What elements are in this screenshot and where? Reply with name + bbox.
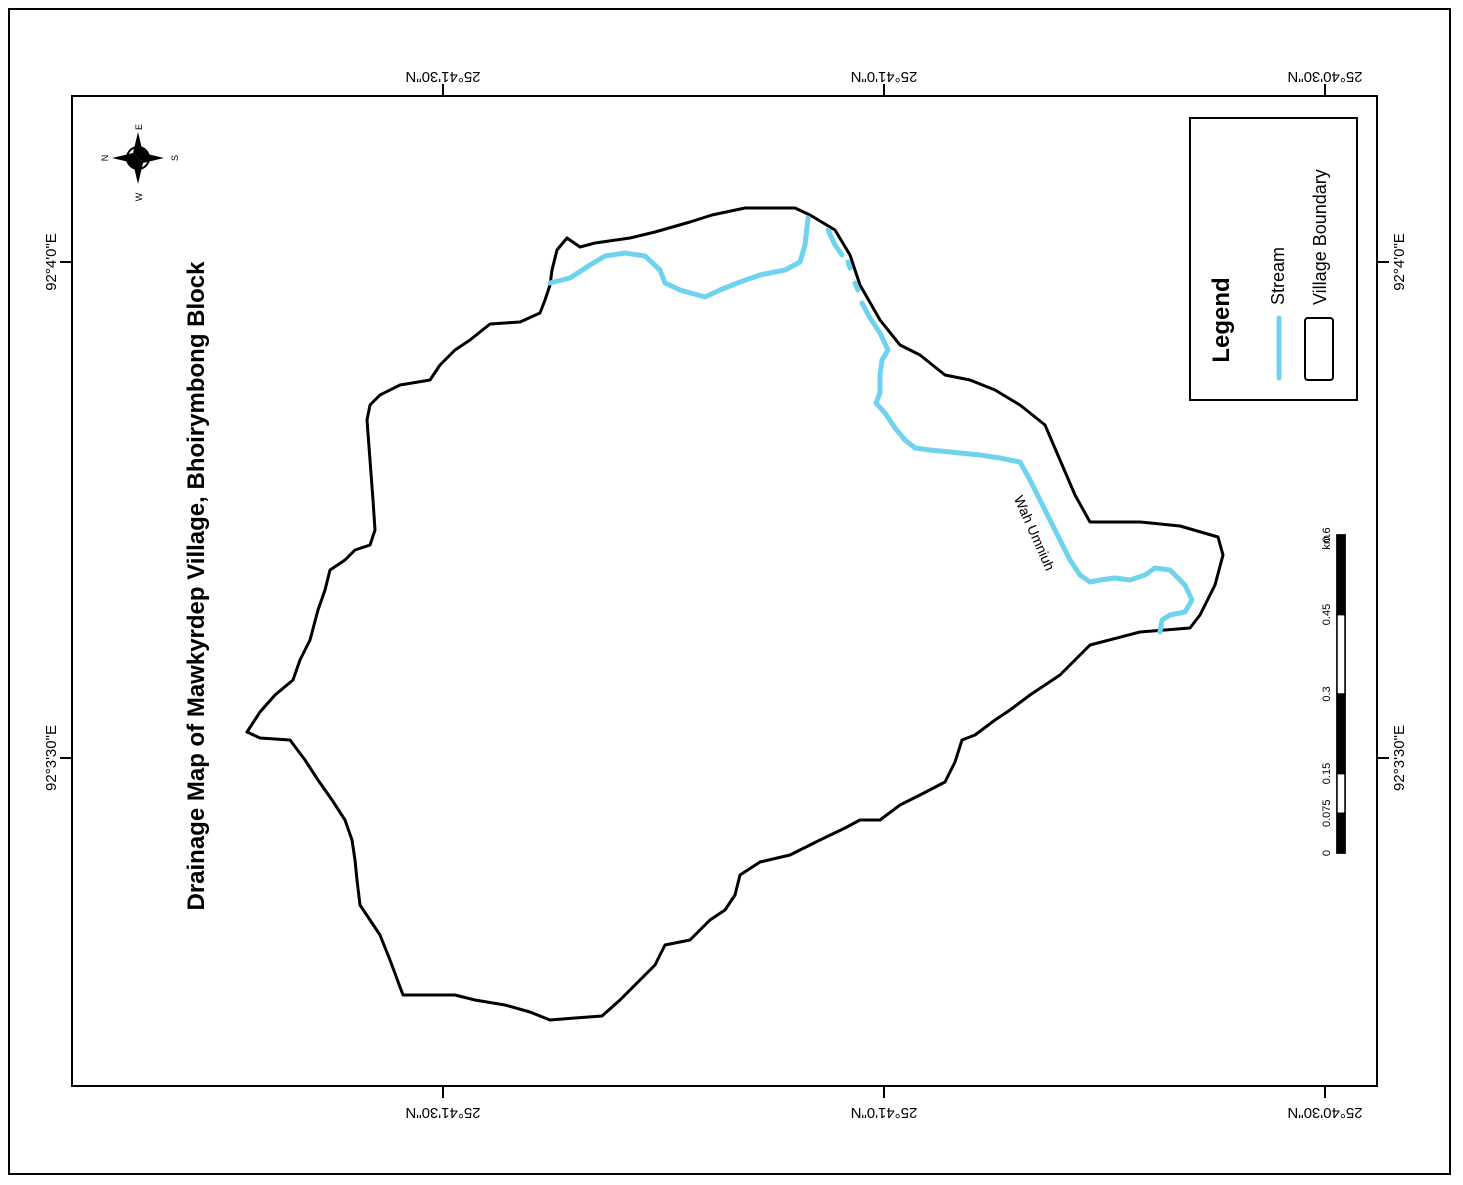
scale-bar-segment [1336,613,1346,695]
scale-bar-segment [1336,772,1346,814]
lon-label-right-1: 92°4'0"E [1391,233,1408,291]
scale-bar: 0 0.075 0.15 0.3 0.45 0.6 km [1321,527,1346,856]
scale-bar-unit: km [1321,535,1333,550]
scale-bar-tick-label: 0.15 [1321,763,1333,784]
legend-item-stream-label: Stream [1268,247,1288,305]
lon-label-left-1: 92°4'0"E [43,233,60,291]
legend-frame [1189,117,1358,401]
scale-bar-tick-label: 0.6 [1321,527,1333,542]
map-title: Drainage Map of Mawkyrdep Village, Bhoir… [183,261,210,911]
polygon-outline-icon [1304,317,1334,381]
legend-title: Legend [1208,277,1235,362]
lat-label-bottom-3: 25°40'30"N [1287,1104,1362,1121]
compass-label-e: E [134,124,144,130]
stream-name-label: Wah Umniuh [1011,493,1058,573]
latitude-labels-top: 25°41'30"N 25°41'0"N 25°40'30"N [405,68,1362,85]
map-neatline [71,95,1378,1087]
lon-label-left-2: 92°3'30"E [43,725,60,791]
outer-frame [8,8,1451,1175]
scale-bar-tick-label: 0 [1321,850,1333,856]
scale-bar-segment [1336,812,1346,854]
legend-item-boundary-label: Village Boundary [1310,169,1330,305]
north-arrow-icon: N E S W [100,124,180,201]
graticule-ticks [60,84,1389,1098]
stream-segment-north [547,215,811,300]
compass-label-n: N [100,155,110,162]
scale-bar-tick-label: 0.45 [1321,604,1333,625]
scale-bar-segment [1336,534,1346,616]
longitude-labels-left: 92°4'0"E 92°3'30"E [43,233,60,791]
latitude-labels-bottom: 25°41'30"N 25°41'0"N 25°40'30"N [405,1104,1362,1121]
longitude-labels-right: 92°4'0"E 92°3'30"E [1391,233,1408,791]
stream-lines [547,215,1195,635]
stream-segment-main [825,227,1195,635]
scale-bar-segment [1336,693,1346,775]
lat-label-top-3: 25°40'30"N [1287,68,1362,85]
lat-label-bottom-2: 25°41'0"N [851,1104,918,1121]
compass-label-w: W [134,192,144,201]
compass-label-s: S [170,155,180,161]
scale-bar-tick-label: 0.075 [1321,799,1333,827]
legend: Legend Stream Village Boundary [1189,117,1358,401]
lat-label-top-1: 25°41'30"N [405,68,480,85]
lat-label-top-2: 25°41'0"N [851,68,918,85]
scale-bar-tick-label: 0.3 [1321,686,1333,701]
lat-label-bottom-1: 25°41'30"N [405,1104,480,1121]
village-boundary [245,206,1225,1022]
lon-label-right-2: 92°3'30"E [1391,725,1408,791]
